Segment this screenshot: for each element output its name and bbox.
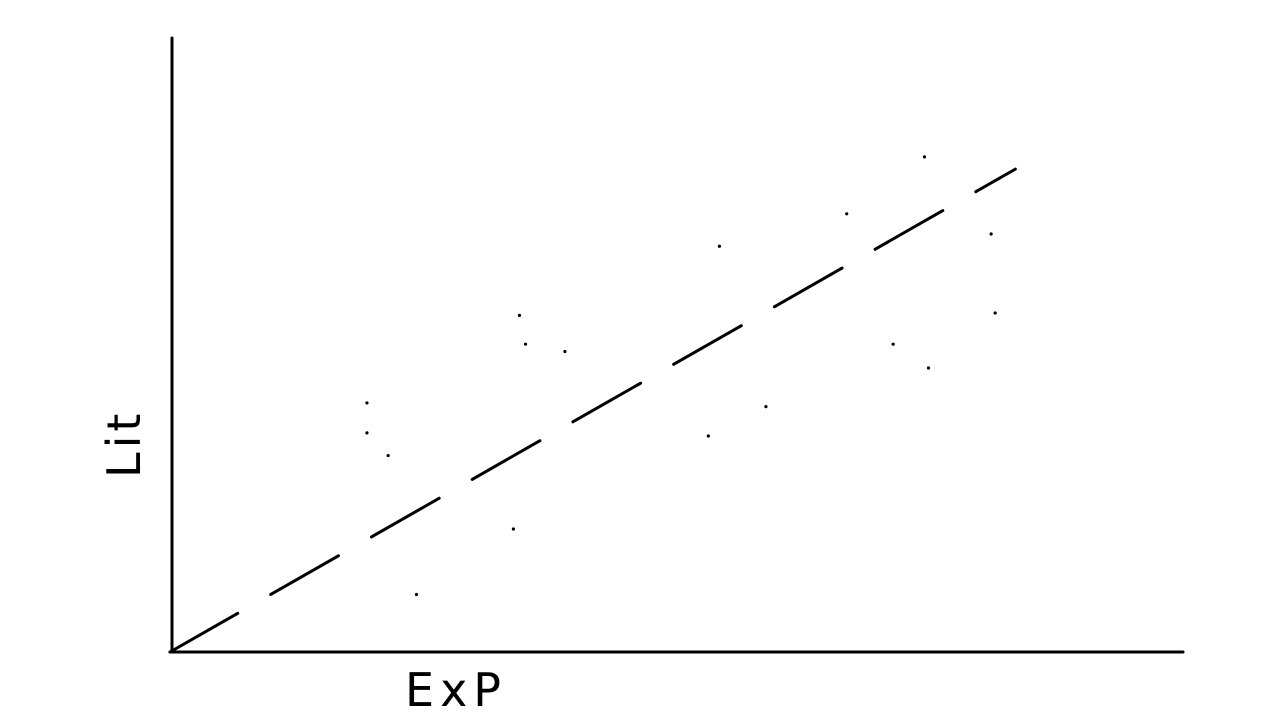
data-point [365, 401, 369, 405]
trend-line-group [168, 167, 1017, 654]
data-point [989, 232, 993, 236]
data-point [993, 311, 997, 315]
data-point [414, 592, 419, 597]
data-point [764, 404, 768, 409]
data-point [511, 527, 515, 531]
data-point [563, 349, 567, 354]
data-point [717, 244, 722, 248]
axes [168, 36, 1185, 654]
data-point [386, 453, 390, 458]
data-points [365, 155, 997, 597]
data-point [523, 342, 528, 346]
data-point [922, 155, 927, 159]
data-point [926, 366, 931, 370]
trend-line [168, 167, 1017, 654]
x-axis-label: ExP [405, 663, 507, 717]
data-point [845, 212, 849, 216]
data-point [365, 431, 369, 435]
data-point [891, 342, 895, 346]
y-axis-label: Lit [97, 410, 151, 478]
axis-labels: ExP Lit [97, 410, 507, 717]
data-point [517, 313, 522, 317]
data-point [706, 434, 710, 438]
